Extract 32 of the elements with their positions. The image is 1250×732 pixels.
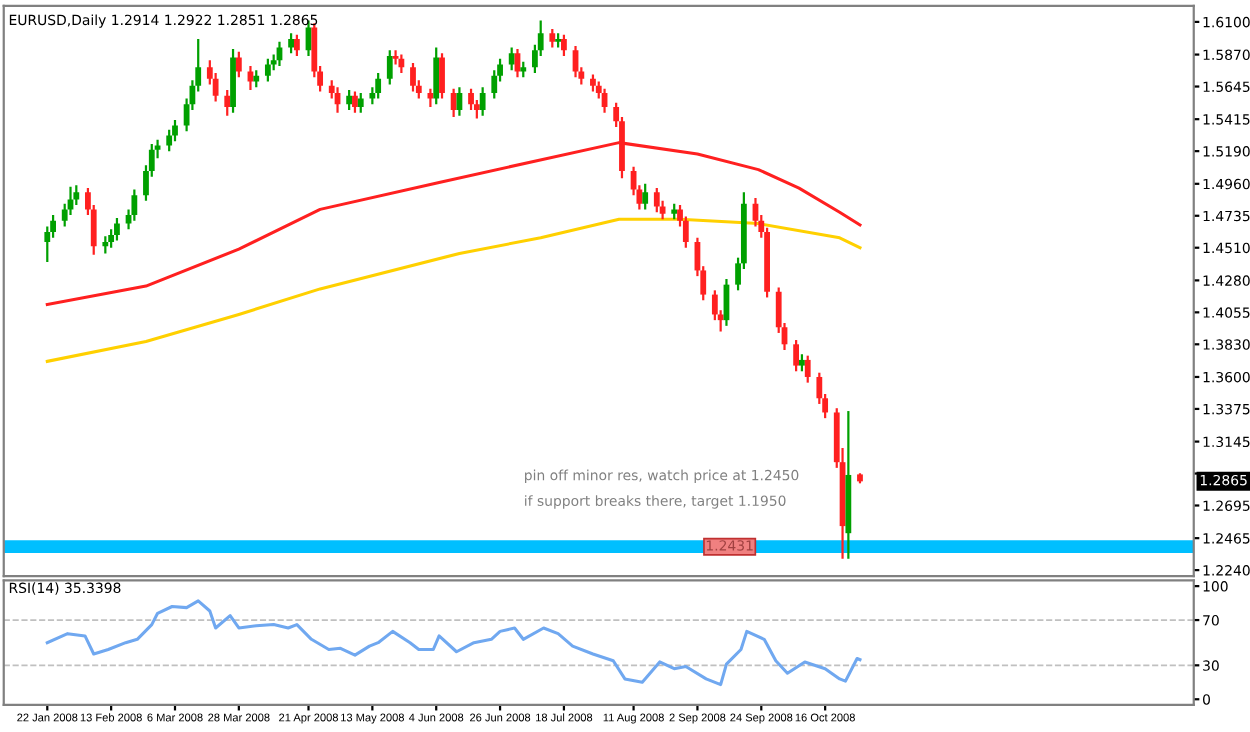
candlestick bbox=[549, 27, 556, 49]
candlestick bbox=[642, 182, 649, 211]
candlestick bbox=[386, 49, 393, 86]
candlestick bbox=[410, 61, 416, 93]
candlestick bbox=[793, 338, 800, 373]
candlestick bbox=[450, 87, 457, 119]
candlestick bbox=[172, 118, 178, 143]
candlestick bbox=[346, 88, 353, 112]
candlestick bbox=[357, 91, 364, 114]
candlestick bbox=[398, 53, 405, 75]
candlestick bbox=[427, 87, 434, 109]
candlestick bbox=[375, 71, 382, 100]
candlestick bbox=[561, 33, 567, 58]
candlestick bbox=[468, 87, 474, 112]
candlestick bbox=[653, 186, 660, 214]
candlestick bbox=[479, 86, 486, 117]
candlestick bbox=[224, 88, 231, 117]
candlestick bbox=[439, 52, 445, 100]
candlestick bbox=[264, 57, 271, 83]
candlestick bbox=[131, 188, 138, 222]
candlestick bbox=[433, 46, 440, 106]
candlestick bbox=[114, 216, 120, 242]
candlestick bbox=[288, 32, 294, 55]
candlestick bbox=[352, 90, 358, 114]
line-series bbox=[45, 599, 862, 687]
candlestick bbox=[392, 49, 399, 66]
candlestick bbox=[235, 50, 242, 79]
candlestick bbox=[293, 33, 300, 58]
candlestick bbox=[166, 128, 173, 153]
candlestick bbox=[73, 184, 80, 207]
candlestick bbox=[508, 46, 515, 72]
candlestick bbox=[804, 354, 811, 384]
